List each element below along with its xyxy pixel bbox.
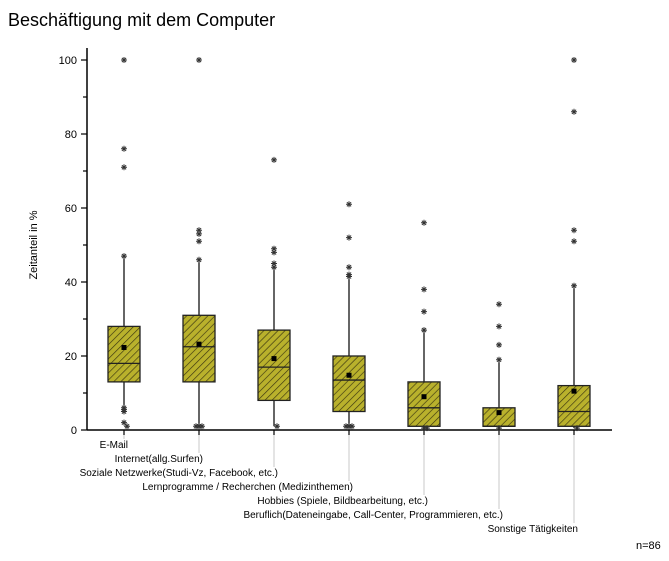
box-group: Internet(allg.Surfen) bbox=[115, 57, 216, 465]
mean-marker bbox=[346, 372, 352, 378]
outlier-marker bbox=[121, 253, 127, 260]
outlier-marker bbox=[124, 423, 130, 430]
y-tick-label: 0 bbox=[71, 425, 77, 437]
mean-marker bbox=[571, 388, 577, 394]
x-tick-label: Sonstige Tätigkeiten bbox=[488, 524, 578, 535]
box-group: Beruflich(Dateneingabe, Call-Center, Pro… bbox=[243, 301, 516, 521]
outlier-marker bbox=[196, 238, 202, 245]
outlier-marker bbox=[571, 108, 577, 115]
outlier-marker bbox=[196, 57, 202, 63]
mean-marker bbox=[421, 394, 427, 400]
box-group: Lernprogramme / Recherchen (Medizintheme… bbox=[142, 201, 366, 493]
box-group: Soziale Netzwerke(Studi-Vz, Facebook, et… bbox=[80, 156, 291, 479]
x-tick-label: Hobbies (Spiele, Bildbearbeitung, etc.) bbox=[257, 496, 428, 507]
box bbox=[407, 381, 441, 427]
outlier-marker bbox=[496, 425, 502, 432]
sample-size-note: n=86 bbox=[636, 540, 661, 552]
outlier-marker bbox=[346, 201, 352, 208]
outlier-marker bbox=[346, 264, 352, 271]
box-group: Sonstige Tätigkeiten bbox=[488, 57, 591, 535]
outlier-marker bbox=[421, 219, 427, 226]
outlier-marker bbox=[121, 408, 127, 415]
outlier-marker bbox=[271, 249, 277, 256]
box-group: Hobbies (Spiele, Bildbearbeitung, etc.) bbox=[257, 219, 441, 507]
outlier-marker bbox=[271, 260, 277, 267]
outlier-marker bbox=[346, 423, 352, 430]
box-group: E-Mail bbox=[100, 57, 141, 451]
x-tick-label: Lernprogramme / Recherchen (Medizintheme… bbox=[142, 482, 353, 493]
outlier-marker bbox=[571, 238, 577, 245]
outlier-marker bbox=[121, 419, 127, 426]
mean-marker bbox=[271, 356, 277, 362]
outlier-marker bbox=[121, 164, 127, 171]
outlier-marker bbox=[496, 323, 502, 330]
outlier-marker bbox=[571, 227, 577, 234]
mean-marker bbox=[196, 341, 202, 347]
outlier-marker bbox=[571, 282, 577, 289]
y-tick-label: 100 bbox=[59, 55, 77, 67]
y-tick-label: 80 bbox=[65, 129, 77, 141]
outlier-marker bbox=[196, 227, 202, 234]
outlier-marker bbox=[121, 145, 127, 152]
outlier-marker bbox=[421, 286, 427, 293]
outlier-marker bbox=[421, 308, 427, 315]
outlier-marker bbox=[121, 57, 127, 63]
outlier-marker bbox=[346, 234, 352, 241]
box bbox=[107, 325, 141, 383]
box bbox=[182, 314, 216, 383]
y-tick-label: 40 bbox=[65, 277, 77, 289]
chart-title: Beschäftigung mit dem Computer bbox=[8, 10, 276, 30]
outlier-marker bbox=[196, 256, 202, 263]
outlier-marker bbox=[496, 356, 502, 363]
y-tick-label: 60 bbox=[65, 203, 77, 215]
outlier-marker bbox=[496, 301, 502, 308]
outlier-marker bbox=[271, 245, 277, 252]
box bbox=[257, 329, 291, 402]
outlier-marker bbox=[571, 57, 577, 63]
outlier-marker bbox=[496, 341, 502, 348]
x-tick-label: Beruflich(Dateneingabe, Call-Center, Pro… bbox=[243, 510, 503, 521]
mean-marker bbox=[121, 344, 127, 350]
y-axis-label: Zeitanteil in % bbox=[28, 210, 40, 279]
outlier-marker bbox=[274, 423, 280, 430]
outlier-marker bbox=[421, 327, 427, 334]
outlier-marker bbox=[424, 425, 430, 432]
outlier-marker bbox=[271, 156, 277, 163]
outlier-marker bbox=[271, 264, 277, 271]
mean-marker bbox=[496, 410, 502, 416]
y-tick-label: 20 bbox=[65, 351, 77, 363]
x-tick-label: E-Mail bbox=[100, 440, 128, 451]
outlier-marker bbox=[574, 425, 580, 432]
outlier-marker bbox=[346, 273, 352, 280]
box bbox=[332, 355, 366, 413]
x-tick-label: Soziale Netzwerke(Studi-Vz, Facebook, et… bbox=[80, 468, 278, 479]
x-tick-label: Internet(allg.Surfen) bbox=[115, 454, 203, 465]
outlier-marker bbox=[196, 230, 202, 237]
outlier-marker bbox=[196, 423, 202, 430]
